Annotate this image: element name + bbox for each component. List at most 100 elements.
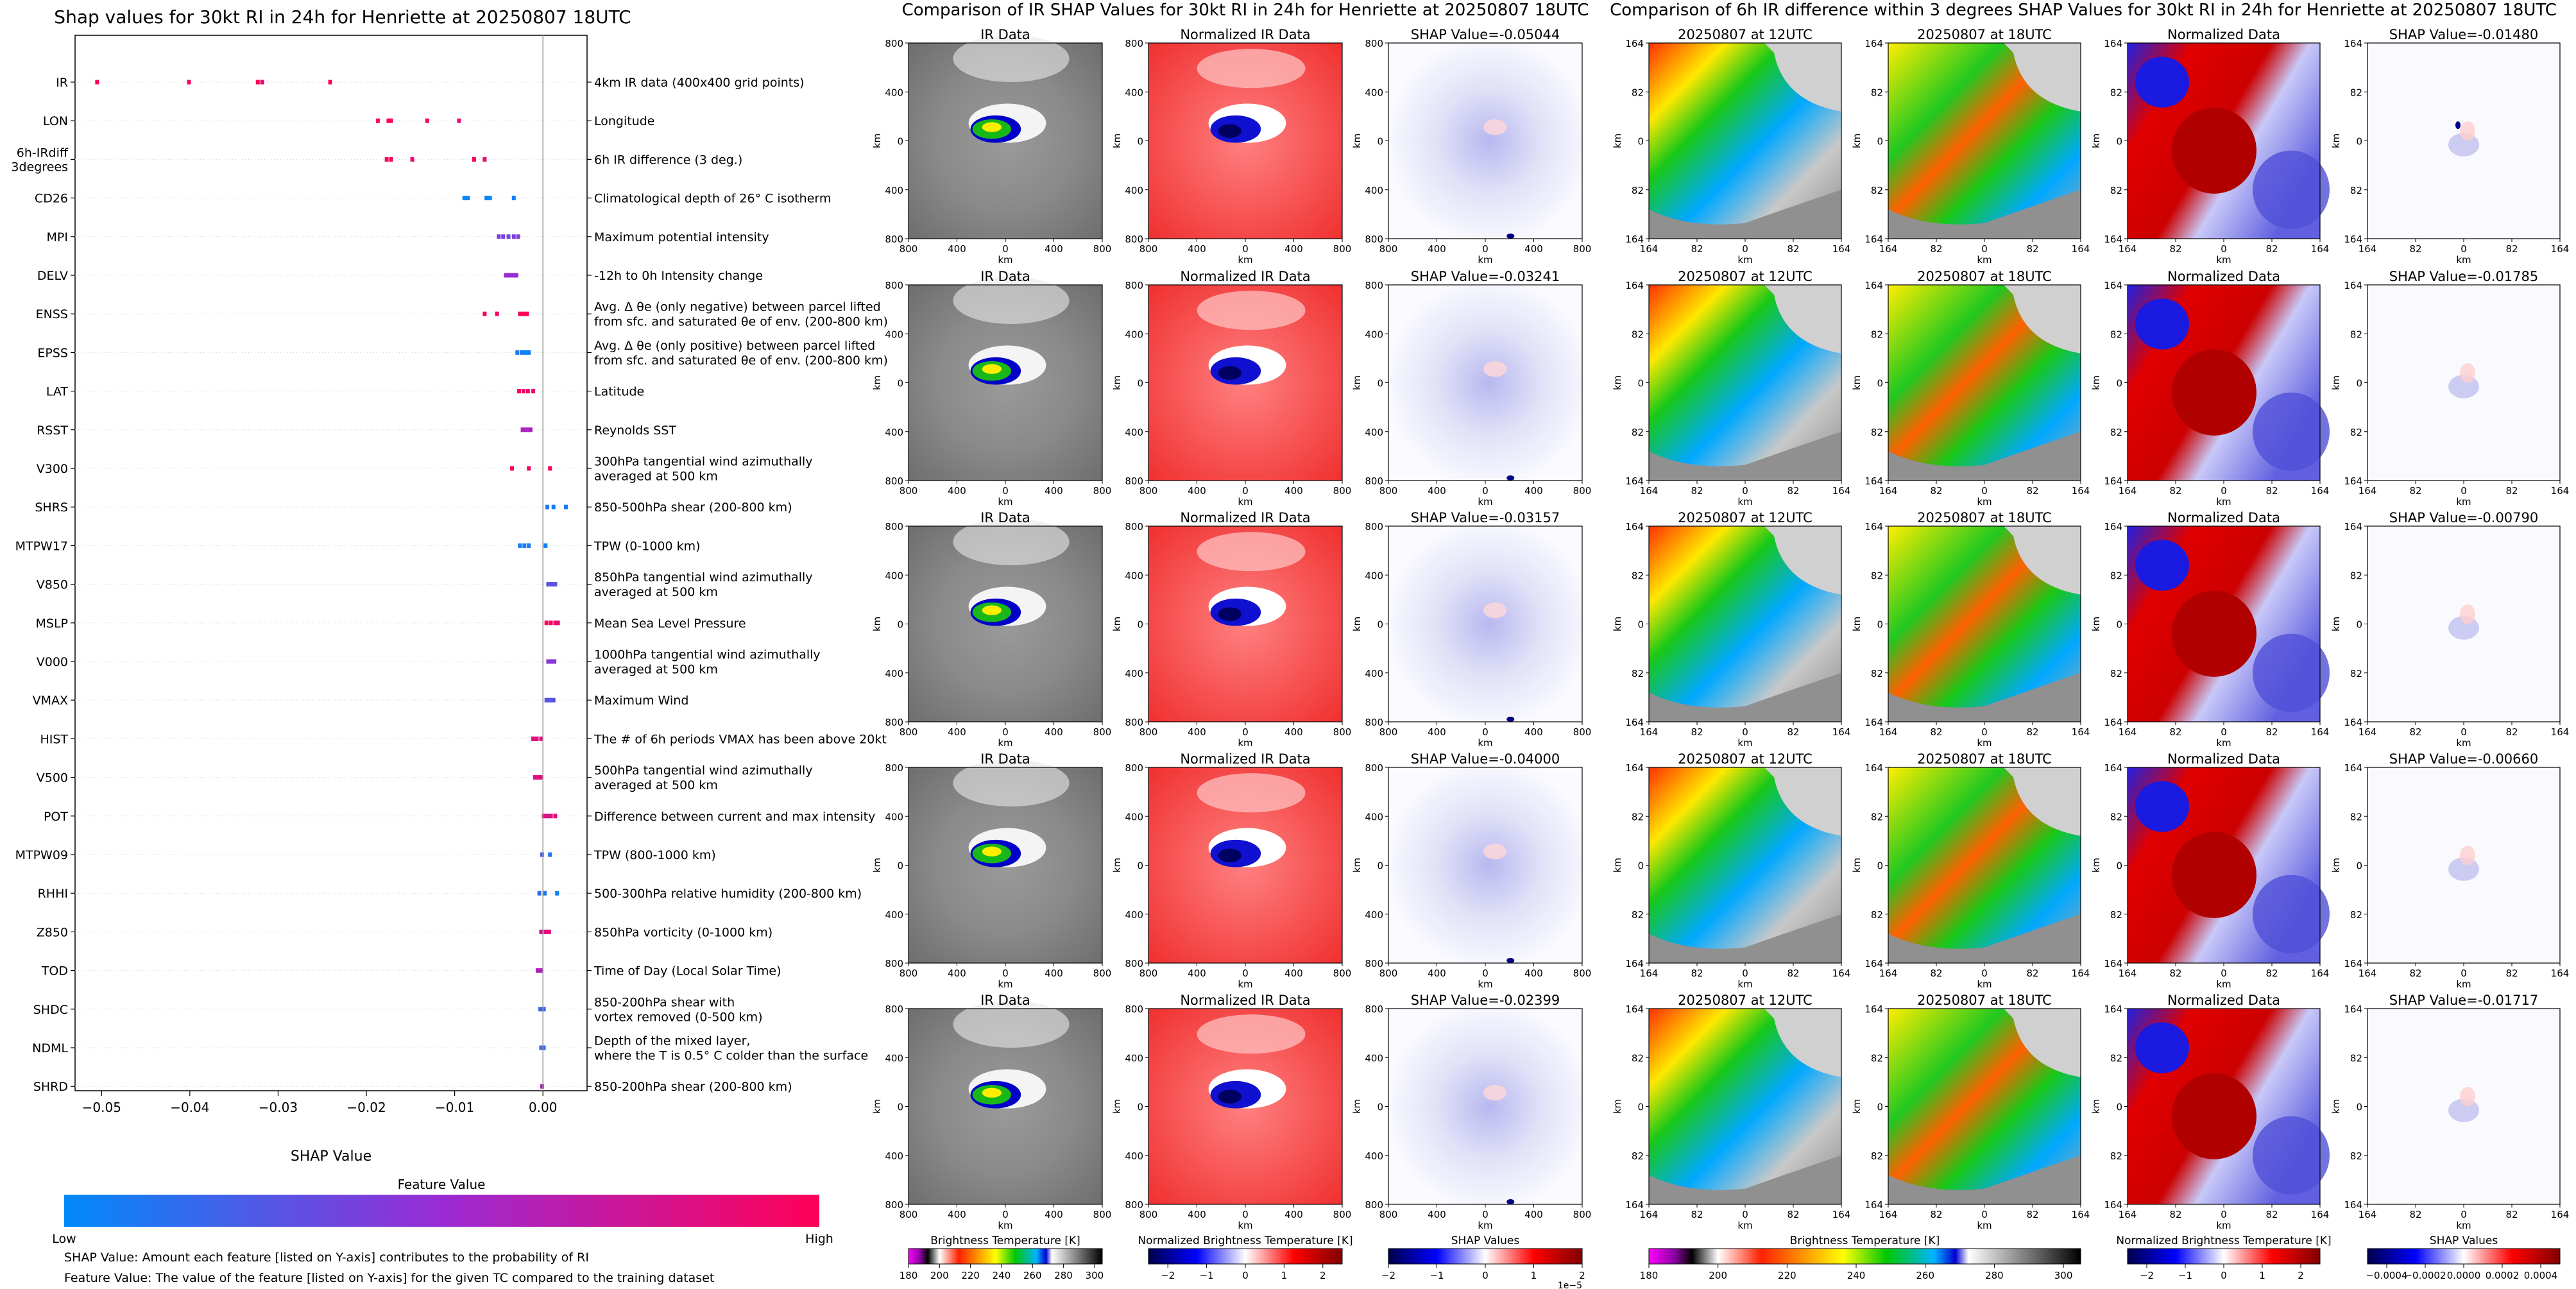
- x-tick-label: 0: [2461, 968, 2467, 979]
- cloud-band: [953, 277, 1070, 324]
- y-tick-label: 164: [1864, 762, 1883, 774]
- x-tick-label: −0.03: [259, 1100, 298, 1115]
- colorbar-bar: [2367, 1248, 2561, 1265]
- x-tick-label: 400: [1524, 485, 1543, 497]
- shap-point: [520, 350, 524, 355]
- colorbar-tick-label: 180: [1640, 1270, 1659, 1281]
- warm-anomaly: [2172, 590, 2256, 677]
- x-tick-label: 164: [2551, 968, 2570, 979]
- shap-point: [410, 157, 414, 162]
- shap-point: [527, 543, 531, 548]
- cloud-band: [953, 1000, 1070, 1048]
- y-tick-label: 164: [1625, 475, 1644, 487]
- y-axis-label: km: [2330, 133, 2342, 148]
- shap-point: [521, 311, 525, 316]
- feature-description: averaged at 500 km: [594, 470, 718, 484]
- y-tick-label: 400: [1365, 87, 1383, 98]
- x-axis-label: km: [2216, 737, 2231, 749]
- y-tick-label: 800: [1365, 958, 1383, 969]
- panel-title: Normalized Data: [2167, 751, 2280, 767]
- x-tick-label: 800: [1573, 726, 1592, 738]
- ir-comparison-title: Comparison of IR SHAP Values for 30kt RI…: [902, 1, 1589, 20]
- y-tick-label: 400: [885, 909, 903, 921]
- x-tick-label: 164: [2311, 1209, 2330, 1220]
- x-tick-label: 164: [2072, 1209, 2090, 1220]
- shap-positive-area: [2460, 363, 2475, 383]
- y-tick-label: 800: [1365, 1003, 1383, 1015]
- shap-point: [528, 427, 533, 432]
- cloud-band: [1197, 1014, 1306, 1054]
- y-axis-label: km: [1111, 1099, 1123, 1114]
- x-tick-label: 82: [2169, 485, 2181, 497]
- y-tick-label: 164: [1625, 762, 1644, 774]
- y-tick-label: 82: [1871, 1052, 1883, 1064]
- y-axis-label: km: [1612, 1099, 1623, 1114]
- colorbar-offset: 1e−5: [1558, 1281, 1582, 1289]
- y-axis-label: km: [1612, 617, 1623, 631]
- y-tick-label: 400: [1125, 1150, 1143, 1162]
- storm-core-yellow: [982, 364, 1002, 374]
- feature-label: SHDC: [33, 1003, 68, 1017]
- x-tick-label: 800: [1093, 726, 1112, 738]
- colorbar-tick-label: 1: [1531, 1270, 1537, 1281]
- shap-point: [482, 157, 487, 162]
- x-tick-label: 0: [1242, 968, 1249, 979]
- panel-title: SHAP Value=-0.03241: [1411, 269, 1560, 284]
- x-tick-label: 0: [1742, 726, 1748, 738]
- colorbar-bar: [1148, 1248, 1343, 1265]
- y-tick-label: 164: [1864, 521, 1883, 533]
- colorbar-bar: [1648, 1248, 2081, 1265]
- colorbar-tick-label: 220: [961, 1270, 980, 1281]
- feature-description: 1000hPa tangential wind azimuthally: [594, 648, 821, 662]
- shap-point: [542, 891, 547, 896]
- x-tick-label: 164: [2311, 485, 2330, 497]
- diff-comparison-title: Comparison of 6h IR difference within 3 …: [1610, 1, 2557, 20]
- colorbar-tick-label: 240: [993, 1270, 1011, 1281]
- x-tick-label: 82: [2169, 243, 2181, 255]
- y-tick-label: 400: [1365, 811, 1383, 823]
- x-axis-label: km: [1238, 1220, 1252, 1231]
- x-tick-label: 0: [1742, 243, 1748, 255]
- feature-description: averaged at 500 km: [594, 778, 718, 792]
- x-tick-label: 82: [2169, 726, 2181, 738]
- y-tick-label: 164: [2344, 1199, 2362, 1211]
- shap-image: [1388, 43, 1582, 239]
- x-tick-label: 0: [1482, 726, 1488, 738]
- feature-description: 500hPa tangential wind azimuthally: [594, 764, 813, 778]
- y-axis-label: km: [2330, 375, 2342, 390]
- y-tick-label: 82: [2110, 185, 2122, 196]
- y-tick-label: 400: [1125, 427, 1143, 438]
- warm-region: [1649, 1155, 1841, 1204]
- y-tick-label: 800: [1125, 717, 1143, 728]
- x-tick-label: 0: [1002, 243, 1009, 255]
- shap-point: [542, 1007, 546, 1012]
- feature-description: Longitude: [594, 114, 655, 128]
- cold-anomaly: [2135, 298, 2189, 350]
- shap-point: [535, 968, 540, 973]
- shap-point: [511, 234, 516, 239]
- colorbar-tick-label: 260: [1023, 1270, 1042, 1281]
- y-tick-label: 400: [1125, 329, 1143, 340]
- shap-point: [539, 929, 543, 934]
- y-tick-label: 82: [2110, 427, 2122, 438]
- feature-description: 850-500hPa shear (200-800 km): [594, 500, 792, 515]
- x-tick-label: 400: [1045, 968, 1063, 979]
- x-tick-label: 400: [1284, 1209, 1303, 1220]
- x-axis-label: km: [1737, 254, 1752, 266]
- y-axis-label: km: [1351, 133, 1363, 148]
- x-tick-label: 164: [2358, 968, 2377, 979]
- y-tick-label: 0: [2356, 378, 2362, 389]
- feature-label: HIST: [40, 732, 68, 746]
- y-tick-label: 82: [2110, 811, 2122, 823]
- y-axis-label: km: [2090, 617, 2102, 631]
- clear-region: [1764, 1009, 1841, 1077]
- x-tick-label: 82: [1930, 726, 1942, 738]
- clear-region: [1764, 767, 1841, 836]
- x-axis-label: km: [998, 254, 1012, 266]
- y-tick-label: 0: [1637, 378, 1644, 389]
- x-axis-label: km: [1977, 254, 1992, 266]
- x-tick-label: 164: [1640, 485, 1659, 497]
- y-tick-label: 164: [2344, 38, 2362, 49]
